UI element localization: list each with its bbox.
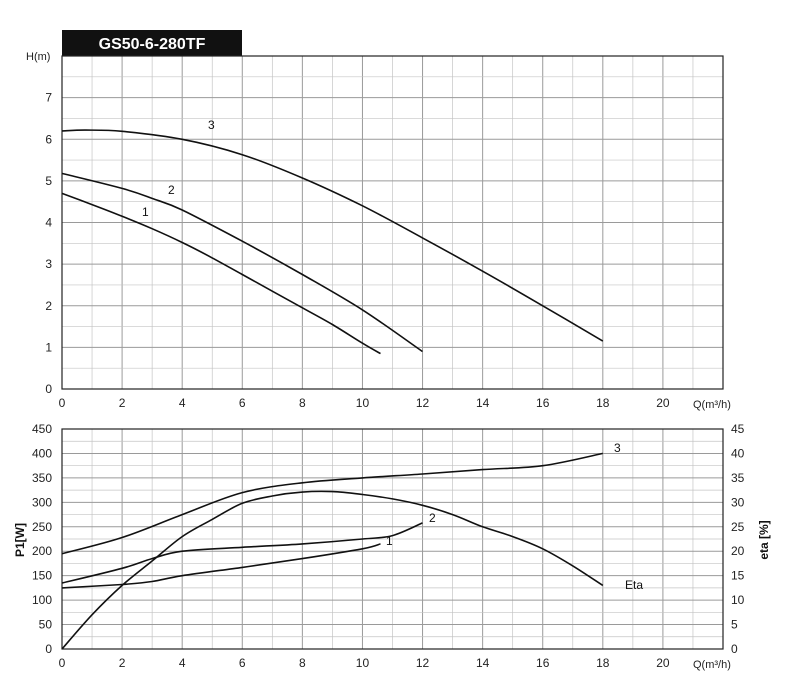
- x-tick-label: 8: [299, 656, 306, 670]
- grid: [61, 55, 724, 390]
- y-tick-label: 0: [45, 642, 52, 656]
- series-line-1: [61, 543, 381, 589]
- x-tick-label: 6: [239, 656, 246, 670]
- y2-tick-label: 10: [731, 593, 745, 607]
- series-label-3: 3: [208, 118, 215, 132]
- y2-tick-label: 45: [731, 422, 745, 436]
- x-tick-label: 2: [119, 396, 126, 410]
- power-efficiency-chart: 0 2 4 6 8 10 12 14 16 18 20 Q(m³/h)0501001502002503…: [13, 422, 771, 671]
- x-axis-label: Q(m³/h): [693, 399, 731, 411]
- x-tick-label: 10: [356, 656, 370, 670]
- series-label-eta: Eta: [625, 578, 643, 592]
- y-tick-label: 250: [32, 520, 52, 534]
- x-tick-label: 12: [416, 656, 430, 670]
- x-tick-label: 16: [536, 656, 550, 670]
- x-tick-label: 18: [596, 396, 610, 410]
- y-tick-label: 450: [32, 422, 52, 436]
- series-label-2: 2: [429, 511, 436, 525]
- y-tick-label: 1: [45, 340, 52, 354]
- series-label-1: 1: [142, 205, 149, 219]
- y2-tick-label: 0: [731, 642, 738, 656]
- x-tick-label: 4: [179, 396, 186, 410]
- x-axis-label: Q(m³/h): [693, 659, 731, 671]
- x-tick-label: 20: [656, 396, 670, 410]
- x-tick-label: 16: [536, 396, 550, 410]
- y-tick-label: 350: [32, 471, 52, 485]
- chart-title: GS50-6-280TF: [99, 36, 206, 53]
- x-tick-label: 6: [239, 396, 246, 410]
- y-tick-label: 150: [32, 569, 52, 583]
- y-axis-label: P1[W]: [13, 523, 27, 557]
- x-tick-label: 10: [356, 396, 370, 410]
- x-tick-label: 14: [476, 656, 490, 670]
- y-tick-label: 4: [45, 216, 52, 230]
- x-tick-label: 12: [416, 396, 430, 410]
- x-tick-label: 8: [299, 396, 306, 410]
- y-tick-label: 5: [45, 174, 52, 188]
- series-line-2: [61, 172, 423, 353]
- x-tick-label: 18: [596, 656, 610, 670]
- y-tick-label: 2: [45, 299, 52, 313]
- plot-frame: [61, 428, 724, 650]
- y-tick-label: 7: [45, 91, 52, 105]
- x-tick-label: 4: [179, 656, 186, 670]
- y-tick-label: 0: [45, 382, 52, 396]
- y2-tick-label: 30: [731, 495, 745, 509]
- y2-tick-label: 35: [731, 471, 745, 485]
- y-tick-label: 300: [32, 495, 52, 509]
- y2-tick-label: 25: [731, 520, 745, 534]
- x-tick-label: 14: [476, 396, 490, 410]
- plot-frame: [61, 55, 724, 390]
- y-tick-label: 200: [32, 544, 52, 558]
- y-axis-label: H(m): [26, 51, 50, 63]
- title-badge-background: [62, 30, 242, 56]
- series-line-1: [61, 192, 381, 355]
- chart-title-badge: GS50-6-280TF: [62, 30, 242, 56]
- y2-axis-label: eta [%]: [757, 520, 771, 559]
- y-tick-label: 6: [45, 132, 52, 146]
- y-tick-label: 3: [45, 257, 52, 271]
- series-line-3: [61, 452, 603, 555]
- x-tick-label: 2: [119, 656, 126, 670]
- x-tick-label: 0: [59, 396, 66, 410]
- series-label-2: 2: [168, 183, 175, 197]
- y2-tick-label: 20: [731, 544, 745, 558]
- y2-tick-label: 15: [731, 569, 745, 583]
- y-tick-label: 50: [39, 618, 53, 632]
- y-tick-label: 400: [32, 446, 52, 460]
- series-line-eta: [61, 490, 604, 650]
- series-label-3: 3: [614, 441, 621, 455]
- y2-tick-label: 5: [731, 618, 738, 632]
- x-tick-label: 20: [656, 656, 670, 670]
- y-tick-label: 100: [32, 593, 52, 607]
- series-line-3: [61, 129, 604, 342]
- series-label-1: 1: [386, 534, 393, 548]
- series-line-2: [61, 522, 423, 584]
- y2-tick-label: 40: [731, 446, 745, 460]
- x-tick-label: 0: [59, 656, 66, 670]
